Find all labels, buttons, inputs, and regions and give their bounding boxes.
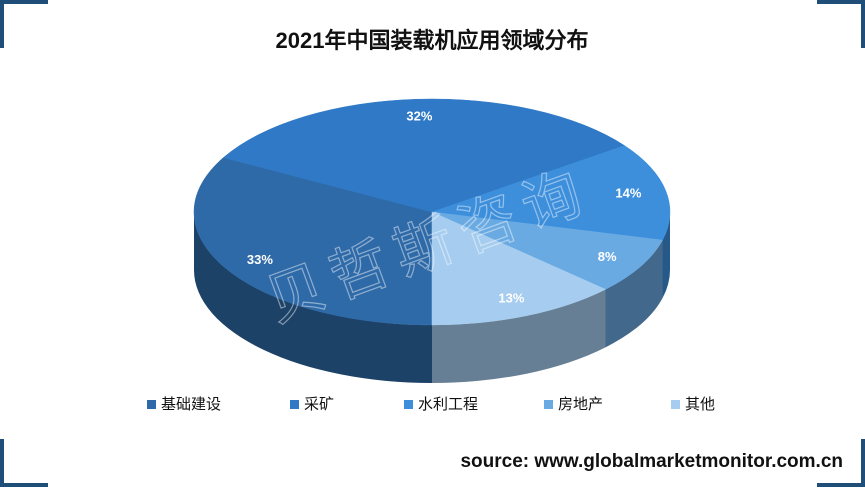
legend-label: 采矿	[304, 395, 334, 413]
legend-swatch	[147, 400, 156, 409]
slice-side	[662, 212, 670, 299]
slice	[431, 145, 671, 241]
slice-side	[605, 240, 663, 348]
value-label: 14%	[615, 186, 641, 201]
legend-swatch	[290, 400, 299, 409]
value-label: 33%	[247, 252, 273, 267]
legend-swatch	[671, 400, 680, 409]
slice-side	[432, 289, 606, 383]
value-label: 32%	[406, 109, 432, 124]
legend-swatch	[544, 400, 553, 409]
slice	[222, 98, 626, 213]
value-label: 8%	[598, 249, 617, 264]
chart-title: 2021年中国装载机应用领域分布	[276, 28, 589, 53]
legend-label: 其他	[685, 395, 715, 413]
legend-label: 房地产	[558, 395, 603, 413]
value-label: 13%	[498, 291, 524, 306]
legend-swatch	[404, 400, 413, 409]
legend-label: 水利工程	[418, 395, 478, 413]
slice	[431, 211, 607, 326]
slice-side	[194, 212, 432, 383]
slice	[193, 157, 433, 326]
legend-label: 基础建设	[161, 395, 221, 413]
slice	[431, 211, 663, 290]
source-note: source: www.globalmarketmonitor.com.cn	[460, 451, 843, 472]
